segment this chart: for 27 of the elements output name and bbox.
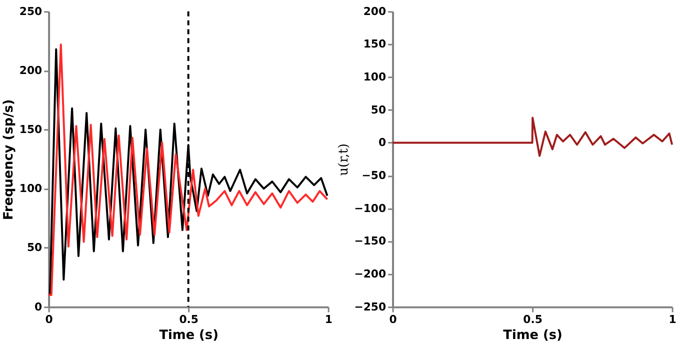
x-tick-label: 1 <box>668 313 676 326</box>
y-axis-title: Frequency (sp/s) <box>1 99 16 220</box>
x-axis-title: Time (s) <box>503 328 562 344</box>
x-tick-label: 0.5 <box>523 313 542 326</box>
y-tick-label: −250 <box>354 300 387 314</box>
x-tick-label: 0 <box>45 313 54 326</box>
y-tick-label: 250 <box>19 4 43 18</box>
y-tick-label: 200 <box>19 64 43 77</box>
y-tick-label: −200 <box>354 267 387 280</box>
y-tick-label: 100 <box>363 70 387 84</box>
y-tick-label: 0 <box>34 300 43 314</box>
y-tick-label: 50 <box>26 241 43 254</box>
x-tick-label: 1 <box>324 313 332 326</box>
y-tick-label: 150 <box>19 123 43 136</box>
x-tick-label: 0.5 <box>179 313 198 326</box>
y-tick-label: −100 <box>354 202 387 215</box>
y-tick-label: 50 <box>370 103 387 116</box>
y-tick-label: 0 <box>378 136 387 150</box>
y-tick-label: 150 <box>363 38 387 51</box>
y-tick-label: −50 <box>362 169 387 182</box>
y-tick-label: 200 <box>363 4 387 18</box>
y-axis-title: u(r,t) <box>336 143 352 176</box>
y-tick-label: 100 <box>19 182 43 196</box>
y-tick-label: −150 <box>354 234 387 248</box>
x-axis-title: Time (s) <box>159 328 218 344</box>
line-series <box>392 116 674 157</box>
x-tick-label: 0 <box>389 313 398 326</box>
